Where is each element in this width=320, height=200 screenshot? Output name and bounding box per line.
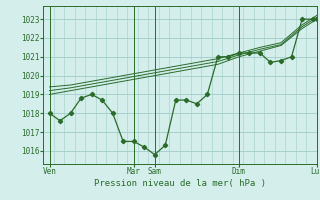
X-axis label: Pression niveau de la mer( hPa ): Pression niveau de la mer( hPa ) (94, 179, 266, 188)
